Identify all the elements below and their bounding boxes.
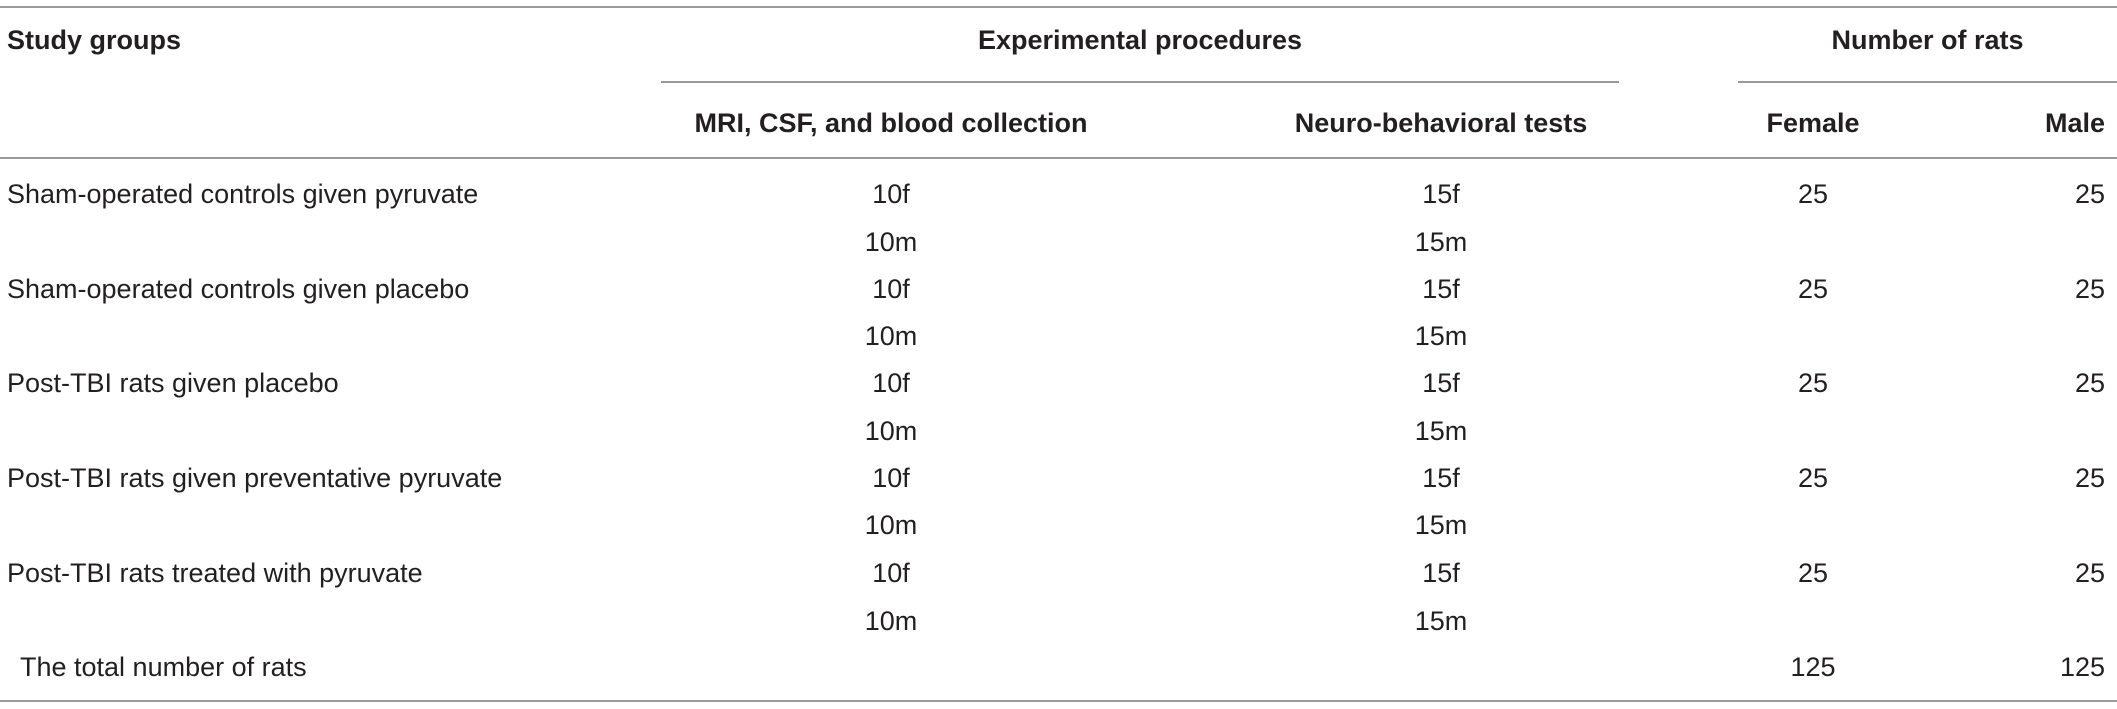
mri-female-count: 10f — [872, 463, 910, 493]
top-rule — [0, 6, 2117, 8]
mri-female-count: 10f — [872, 179, 910, 209]
neuro-female-count: 15f — [1422, 463, 1460, 493]
mri-male-count: 10m — [864, 606, 918, 636]
header-study-groups: Study groups — [7, 25, 181, 55]
mri-female-count: 10f — [872, 274, 910, 304]
number-of-rats-underline — [1738, 81, 2117, 83]
neuro-female-count: 15f — [1422, 274, 1460, 304]
total-female: 125 — [1790, 652, 1836, 682]
total-male: 125 — [2059, 652, 2105, 682]
mri-female-count: 10f — [872, 368, 910, 398]
female-total: 25 — [1797, 179, 1829, 209]
bottom-rule — [0, 700, 2117, 702]
female-total: 25 — [1797, 558, 1829, 588]
header-female: Female — [1766, 108, 1860, 138]
female-total: 25 — [1797, 274, 1829, 304]
study-group-label: Post-TBI rats given placebo — [7, 368, 339, 398]
mri-male-count: 10m — [864, 510, 918, 540]
mri-male-count: 10m — [864, 227, 918, 257]
neuro-male-count: 15m — [1414, 606, 1468, 636]
male-total: 25 — [2074, 368, 2105, 398]
male-total: 25 — [2074, 274, 2105, 304]
procedures-underline — [661, 81, 1619, 83]
study-group-label: Post-TBI rats given preventative pyruvat… — [7, 463, 503, 493]
neuro-male-count: 15m — [1414, 227, 1468, 257]
male-total: 25 — [2074, 179, 2105, 209]
header-number-of-rats: Number of rats — [1831, 25, 2024, 55]
mri-male-count: 10m — [864, 416, 918, 446]
female-total: 25 — [1797, 368, 1829, 398]
mri-male-count: 10m — [864, 321, 918, 351]
neuro-female-count: 15f — [1422, 558, 1460, 588]
study-group-label: Post-TBI rats treated with pyruvate — [7, 558, 423, 588]
neuro-female-count: 15f — [1422, 368, 1460, 398]
header-neuro-behavioral: Neuro-behavioral tests — [1294, 108, 1588, 138]
header-experimental-procedures: Experimental procedures — [977, 25, 1303, 55]
header-mri-csf-blood: MRI, CSF, and blood collection — [694, 108, 1088, 138]
female-total: 25 — [1797, 463, 1829, 493]
neuro-male-count: 15m — [1414, 416, 1468, 446]
male-total: 25 — [2074, 558, 2105, 588]
study-group-label: Sham-operated controls given placebo — [7, 274, 470, 304]
study-group-label: Sham-operated controls given pyruvate — [7, 179, 479, 209]
total-label: The total number of rats — [20, 652, 307, 682]
neuro-male-count: 15m — [1414, 321, 1468, 351]
header-bottom-rule — [0, 157, 2117, 159]
mri-female-count: 10f — [872, 558, 910, 588]
header-male: Male — [2044, 108, 2105, 138]
neuro-female-count: 15f — [1422, 179, 1460, 209]
neuro-male-count: 15m — [1414, 510, 1468, 540]
male-total: 25 — [2074, 463, 2105, 493]
